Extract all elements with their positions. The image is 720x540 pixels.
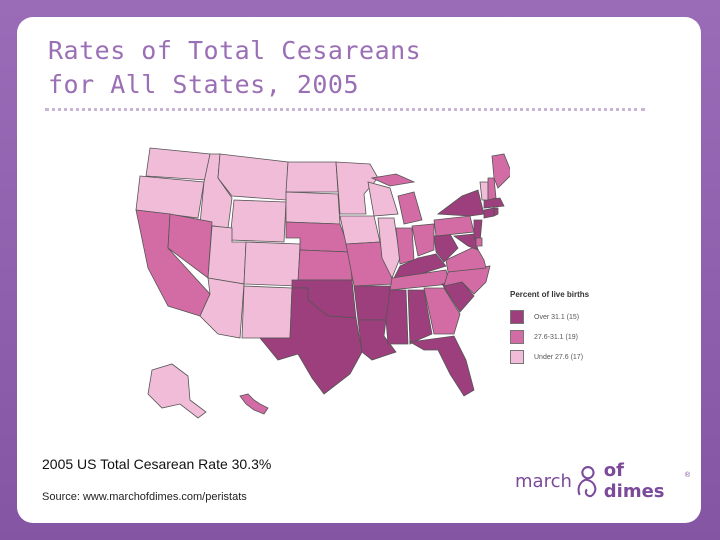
state-ct: [483, 207, 495, 219]
total-rate-text: 2005 US Total Cesarean Rate 30.3%: [42, 456, 272, 472]
state-ga: [423, 287, 461, 335]
legend-row-mid: 27.6-31.1 (19): [510, 327, 670, 347]
legend-label-low: Under 27.6 (17): [534, 353, 584, 361]
state-vt: [479, 181, 489, 201]
us-choropleth-map: [135, 147, 510, 419]
state-mi-up: [370, 173, 416, 187]
state-sd: [285, 191, 341, 225]
state-ny: [436, 189, 485, 217]
state-ks: [297, 249, 353, 281]
state-mt: [217, 153, 289, 201]
state-nh: [487, 177, 497, 201]
logo-word-of-dimes: of dimes: [603, 460, 665, 502]
state-nm: [241, 285, 293, 339]
state-ia: [339, 215, 381, 245]
state-tx: [259, 287, 363, 395]
state-oh: [411, 223, 435, 257]
state-me: [491, 153, 510, 189]
state-il: [377, 217, 401, 279]
state-ar: [353, 285, 391, 321]
registered-mark: ®: [684, 472, 690, 479]
state-al: [407, 289, 433, 345]
state-wy: [229, 199, 287, 243]
mother-child-icon: [577, 466, 597, 498]
state-va: [445, 245, 487, 273]
state-nc: [443, 265, 491, 295]
legend-label-mid: 27.6-31.1 (19): [534, 333, 578, 341]
state-pa: [433, 215, 475, 237]
map-legend: Percent of live births Over 31.1 (15) 27…: [510, 290, 670, 367]
state-hi: [239, 393, 269, 415]
state-fl: [408, 335, 475, 397]
legend-row-low: Under 27.6 (17): [510, 347, 670, 367]
state-ri: [493, 207, 499, 217]
legend-swatch-mid: [510, 330, 524, 344]
legend-swatch-low: [510, 350, 524, 364]
state-or: [135, 175, 205, 219]
state-mi: [397, 191, 423, 225]
state-wi: [367, 181, 399, 217]
slide-title: Rates of Total Cesareans for All States,…: [48, 34, 608, 102]
legend-swatch-high: [510, 310, 524, 324]
title-line-1: Rates of Total Cesareans: [48, 36, 422, 65]
source-citation: Source: www.marchofdimes.com/peristats: [42, 491, 247, 503]
state-ak: [147, 363, 207, 419]
title-line-2: for All States, 2005: [48, 70, 360, 99]
legend-row-high: Over 31.1 (15): [510, 307, 670, 327]
state-az: [199, 277, 245, 339]
logo-word-march: march: [515, 470, 572, 492]
legend-label-high: Over 31.1 (15): [534, 313, 580, 321]
state-co: [243, 241, 301, 287]
state-ms: [385, 289, 409, 345]
legend-title: Percent of live births: [510, 290, 590, 299]
title-divider: [45, 108, 645, 111]
state-md: [452, 233, 479, 251]
state-wa: [145, 147, 211, 181]
state-mn: [335, 161, 379, 215]
march-of-dimes-logo: march of dimes ®: [515, 460, 690, 502]
state-de: [475, 237, 483, 247]
state-nd: [285, 161, 339, 193]
